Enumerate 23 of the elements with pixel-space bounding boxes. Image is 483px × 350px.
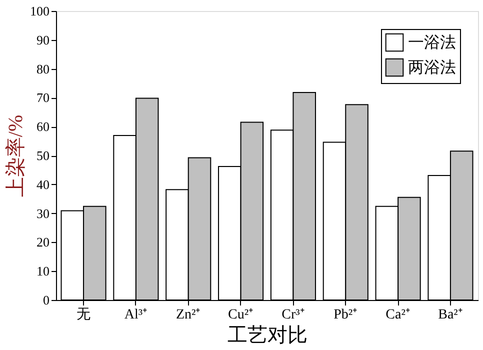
y-tick-label: 30 <box>36 206 50 221</box>
y-tick-label: 90 <box>36 32 50 48</box>
x-axis-title: 工艺对比 <box>228 324 308 346</box>
y-tick-label: 50 <box>36 148 50 163</box>
x-tick-label: Al³⁺ <box>124 308 148 322</box>
y-tick-label: 20 <box>36 234 50 250</box>
y-tick-label: 60 <box>36 119 50 134</box>
y-tick-label: 10 <box>36 264 50 279</box>
legend-label: 两浴法 <box>408 58 456 76</box>
x-tick-label: Zn²⁺ <box>176 308 201 322</box>
y-tick-label: 80 <box>36 61 50 76</box>
x-tick-label: 无 <box>76 308 91 322</box>
y-tick-label: 70 <box>36 90 50 106</box>
y-tick-label: 40 <box>36 176 50 192</box>
x-tick-label: Ca²⁺ <box>386 308 410 322</box>
x-tick-label: Ba²⁺ <box>438 308 463 322</box>
y-tick-label: 100 <box>30 4 50 18</box>
x-tick-label: Cu²⁺ <box>228 308 254 322</box>
y-axis-title: 上染率/% <box>5 114 27 198</box>
y-tick-label: 0 <box>43 292 50 308</box>
x-tick-label: Pb²⁺ <box>334 308 358 322</box>
x-tick-label: Cr³⁺ <box>282 308 305 322</box>
legend-label: 一浴法 <box>408 34 456 52</box>
